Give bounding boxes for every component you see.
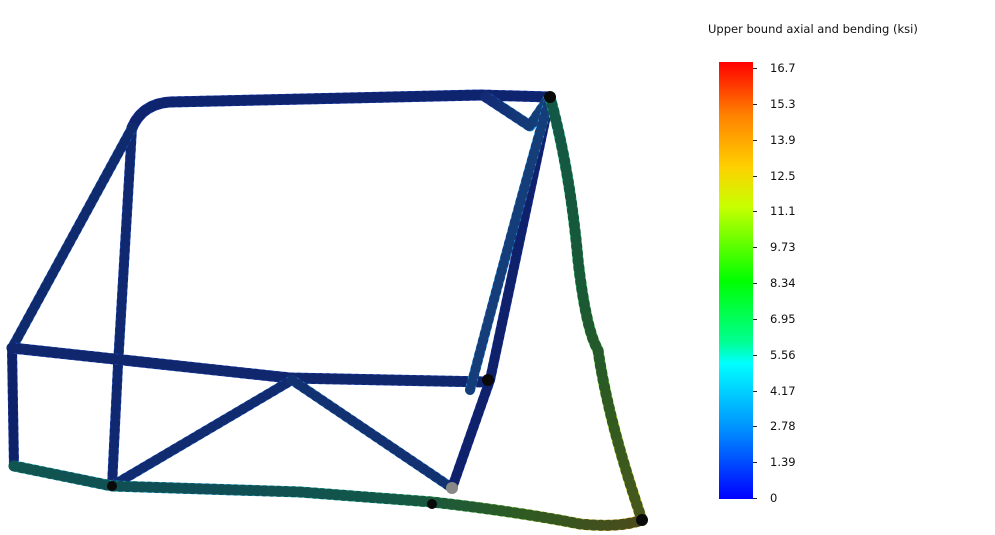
scale-tick-label: 9.73 bbox=[770, 240, 796, 255]
scale-tick-mark bbox=[753, 426, 757, 428]
color-scale-bar bbox=[719, 62, 753, 499]
scale-tick-mark bbox=[753, 103, 757, 105]
scale-tick-mark bbox=[753, 498, 757, 499]
scale-tick-label: 1.39 bbox=[770, 455, 796, 470]
scale-tick-mark bbox=[753, 175, 757, 177]
scale-tick-label: 15.3 bbox=[770, 96, 796, 111]
scale-tick-label: 2.78 bbox=[770, 419, 796, 434]
scale-tick-label: 5.56 bbox=[770, 347, 796, 362]
scale-tick-mark bbox=[753, 68, 757, 69]
legend-title: Upper bound axial and bending (ksi) bbox=[708, 22, 918, 36]
scale-tick-label: 0 bbox=[770, 491, 778, 505]
scale-tick-mark bbox=[753, 390, 757, 392]
scale-tick-mark bbox=[753, 283, 757, 284]
scale-tick-mark bbox=[753, 354, 757, 356]
joint-node bbox=[446, 482, 458, 494]
scale-tick-mark bbox=[753, 247, 757, 249]
scale-tick-label: 12.5 bbox=[770, 168, 796, 183]
joint-node bbox=[427, 499, 437, 509]
scale-tick-mark bbox=[753, 462, 757, 464]
frame-members bbox=[6, 89, 648, 531]
joint-node bbox=[544, 91, 556, 103]
scale-tick-label: 13.9 bbox=[770, 132, 796, 147]
scale-tick-mark bbox=[753, 139, 757, 141]
scale-tick-label: 4.17 bbox=[770, 383, 796, 398]
scale-tick-label: 16.7 bbox=[770, 61, 796, 75]
scale-tick-label: 6.95 bbox=[770, 311, 796, 326]
frame-joints bbox=[107, 91, 648, 526]
scale-tick-label: 8.34 bbox=[770, 276, 796, 290]
scale-tick-label: 11.1 bbox=[770, 204, 796, 219]
joint-node bbox=[482, 374, 494, 386]
scale-tick-mark bbox=[753, 318, 757, 320]
scale-tick-mark bbox=[753, 211, 757, 213]
joint-node bbox=[107, 481, 117, 491]
joint-node bbox=[636, 514, 648, 526]
